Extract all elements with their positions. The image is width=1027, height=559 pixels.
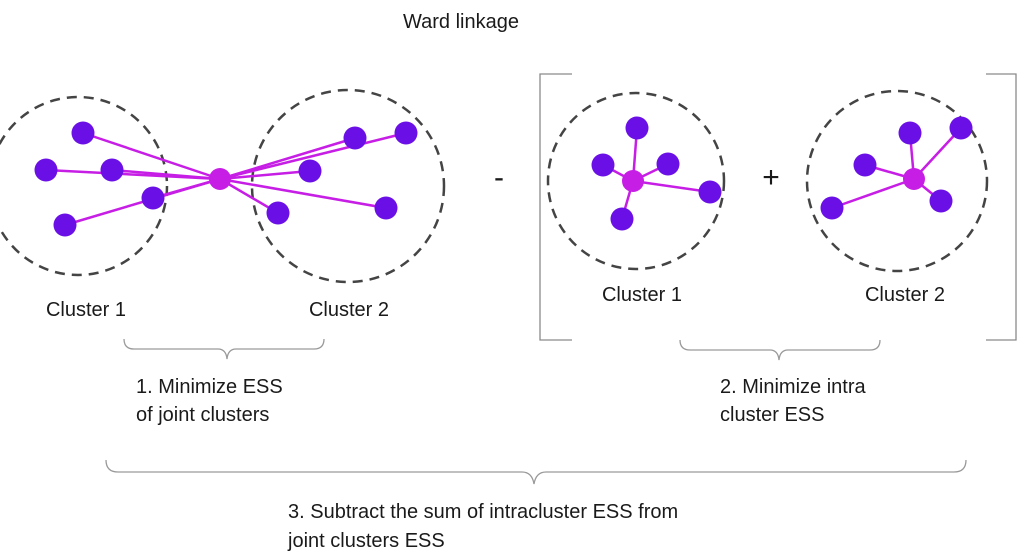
joint-centroid: [209, 168, 231, 190]
intra-2-points: [820, 116, 973, 220]
data-point: [141, 186, 165, 210]
intra-2-centroid: [903, 168, 925, 190]
step-3-line-1: 3. Subtract the sum of intracluster ESS …: [288, 501, 678, 523]
cluster-2-boundary: [250, 88, 446, 284]
step-2-line-1: 2. Minimize intra: [720, 376, 866, 398]
step-1-line-1: 1. Minimize ESS: [136, 376, 283, 398]
data-point: [820, 196, 844, 220]
data-point: [71, 121, 95, 145]
data-point: [929, 189, 953, 213]
data-point: [394, 121, 418, 145]
joint-points: [34, 121, 418, 237]
intra-cluster-2-boundary: [805, 89, 989, 273]
intra-cluster-1-boundary: [546, 91, 726, 271]
step-1-line-2: of joint clusters: [136, 404, 269, 426]
data-point: [266, 201, 290, 225]
minus-operator: -: [494, 161, 504, 194]
joint-cluster-2-label: Cluster 2: [309, 299, 389, 321]
right-bracket: [986, 73, 1017, 341]
intra-1-edges: [602, 127, 711, 220]
joint-brace: [123, 338, 325, 360]
intra-1-points: [591, 116, 722, 231]
data-point: [610, 207, 634, 231]
data-point: [343, 126, 367, 150]
summary-brace: [105, 459, 967, 485]
joint-cluster-1-label: Cluster 1: [46, 299, 126, 321]
data-point: [34, 158, 58, 182]
data-point: [591, 153, 615, 177]
intra-cluster-1-label: Cluster 1: [602, 284, 682, 306]
data-point: [698, 180, 722, 204]
data-point: [100, 158, 124, 182]
intra-1-centroid: [622, 170, 644, 192]
intra-cluster-2-label: Cluster 2: [865, 284, 945, 306]
cluster-1-boundary: [0, 95, 169, 277]
data-point: [898, 121, 922, 145]
data-point: [949, 116, 973, 140]
step-3-line-2: joint clusters ESS: [287, 530, 445, 552]
data-point: [298, 159, 322, 183]
intra-brace: [679, 339, 881, 361]
left-bracket: [539, 73, 572, 341]
plus-operator: +: [762, 161, 780, 194]
data-point: [374, 196, 398, 220]
data-point: [656, 152, 680, 176]
intra-clusters: Cluster 1 Cluster 2 2. Minimize intra cl…: [546, 89, 989, 426]
data-point: [53, 213, 77, 237]
joint-clusters: Cluster 1 Cluster 2 1. Minimize ESS of j…: [0, 88, 446, 426]
step-2-line-2: cluster ESS: [720, 404, 824, 426]
data-point: [853, 153, 877, 177]
diagram-title: Ward linkage: [403, 11, 519, 33]
data-point: [625, 116, 649, 140]
